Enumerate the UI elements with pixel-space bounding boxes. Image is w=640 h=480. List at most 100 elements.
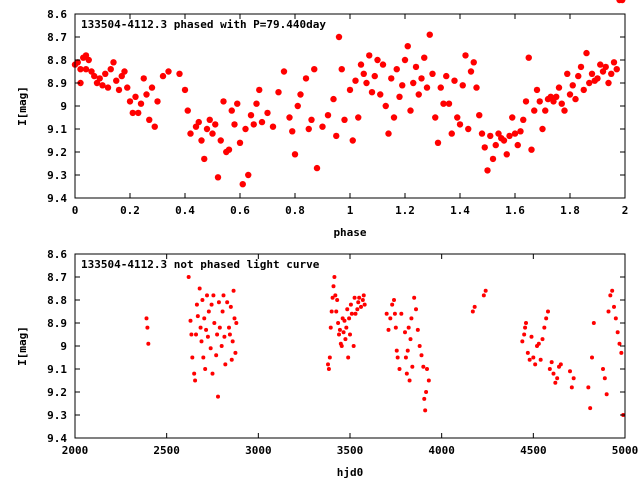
x-tick-label: 1.8 — [560, 204, 580, 217]
x-tick-label: 0.8 — [285, 204, 305, 217]
data-point — [332, 275, 337, 279]
data-point — [590, 355, 594, 360]
chart-title: 133504-4112.3 not phased light curve — [81, 258, 320, 271]
data-point — [245, 171, 252, 179]
data-point — [330, 95, 337, 103]
data-point — [137, 100, 145, 107]
data-point — [234, 321, 239, 325]
data-point — [233, 350, 238, 355]
data-point — [194, 332, 198, 337]
data-point — [525, 350, 530, 355]
chart-title: 133504-4112.3 phased with P=79.440day — [81, 18, 326, 31]
data-point — [360, 298, 365, 302]
data-point — [308, 116, 315, 124]
data-point — [394, 348, 399, 353]
data-point — [410, 79, 417, 87]
data-point — [406, 325, 411, 330]
data-point — [146, 341, 151, 346]
data-point — [193, 378, 198, 383]
data-point — [533, 362, 538, 367]
data-point — [353, 311, 358, 316]
y-tick-label: 8.7 — [47, 271, 67, 284]
data-point — [558, 100, 565, 107]
x-axis-title: phase — [333, 226, 366, 239]
data-point — [126, 98, 134, 105]
data-point — [500, 137, 508, 144]
data-point — [575, 72, 582, 80]
data-point — [355, 307, 360, 312]
x-tick-label: 1.4 — [450, 204, 470, 217]
data-point — [610, 288, 615, 293]
data-point — [190, 355, 195, 360]
data-point — [462, 52, 469, 59]
data-point — [517, 128, 524, 135]
data-point — [154, 98, 161, 105]
data-point — [403, 330, 407, 335]
data-point — [202, 316, 207, 321]
data-point — [395, 355, 400, 360]
data-point — [206, 309, 211, 314]
x-tick-label: 3000 — [245, 444, 272, 457]
data-point — [330, 295, 335, 300]
data-point — [374, 56, 381, 64]
data-point — [201, 355, 206, 360]
data-point — [529, 334, 534, 339]
data-point — [456, 121, 464, 128]
data-point — [591, 321, 596, 325]
data-point — [129, 109, 136, 117]
data-point — [201, 155, 208, 163]
data-point — [99, 82, 106, 89]
data-point — [349, 311, 354, 316]
data-point — [414, 307, 418, 312]
data-point — [412, 295, 417, 300]
data-point — [236, 139, 244, 146]
data-point — [550, 98, 557, 105]
data-point — [337, 327, 342, 332]
data-point — [421, 364, 426, 369]
data-point — [566, 91, 574, 98]
data-point — [404, 371, 409, 376]
data-point — [297, 91, 304, 98]
data-point — [326, 362, 330, 367]
data-point — [198, 137, 205, 144]
data-point — [239, 181, 246, 188]
data-point — [569, 82, 576, 89]
data-point — [302, 75, 310, 82]
data-point — [577, 63, 585, 71]
data-point — [448, 130, 455, 137]
data-point — [536, 98, 543, 105]
data-point — [357, 61, 365, 68]
data-point — [176, 70, 183, 78]
data-point — [220, 309, 225, 314]
data-point — [465, 125, 472, 133]
data-point — [337, 332, 341, 337]
data-point — [443, 72, 450, 80]
data-point — [82, 52, 90, 59]
data-point — [247, 112, 255, 119]
x-tick-label: 0.4 — [175, 204, 195, 217]
data-point — [192, 371, 197, 376]
data-point — [363, 79, 370, 87]
data-point — [553, 380, 558, 385]
data-point — [410, 364, 415, 369]
data-point — [561, 107, 568, 114]
data-point — [342, 318, 347, 323]
data-point — [419, 353, 424, 358]
data-point — [379, 61, 387, 68]
data-point — [74, 59, 81, 66]
data-point — [511, 130, 519, 137]
y-tick-label: 9.4 — [47, 432, 67, 445]
data-point — [269, 123, 277, 130]
data-point — [242, 125, 249, 133]
data-point — [96, 75, 103, 82]
x-tick-label: 0 — [72, 204, 79, 217]
data-point — [360, 70, 367, 78]
data-point — [495, 130, 502, 137]
data-point — [424, 390, 429, 394]
data-point — [531, 355, 536, 360]
data-point — [195, 314, 200, 319]
data-point — [253, 100, 260, 107]
data-point — [339, 344, 344, 348]
data-point — [522, 332, 527, 337]
data-point — [506, 132, 513, 140]
